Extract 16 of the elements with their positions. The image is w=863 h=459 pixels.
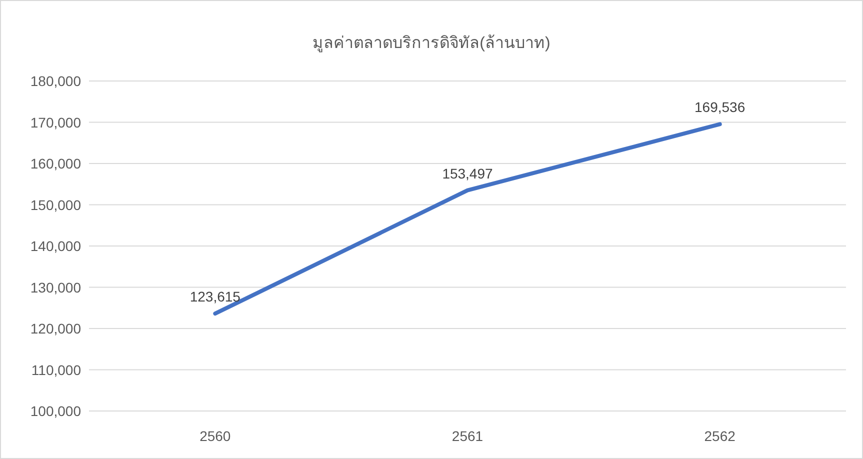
x-tick-label: 2560 xyxy=(200,428,231,444)
y-tick-label: 110,000 xyxy=(31,362,82,378)
chart-title: มูลค่าตลาดบริการดิจิทัล(ล้านบาท) xyxy=(312,34,550,53)
x-tick-label: 2562 xyxy=(704,428,736,444)
y-tick-label: 140,000 xyxy=(30,238,82,254)
y-tick-label: 100,000 xyxy=(30,403,82,419)
data-label: 123,615 xyxy=(190,288,241,305)
y-tick-label: 150,000 xyxy=(30,196,82,213)
y-tick-label: 170,000 xyxy=(30,114,82,130)
y-tick-label: 130,000 xyxy=(30,279,82,296)
data-label: 169,536 xyxy=(694,99,746,116)
y-tick-label: 120,000 xyxy=(30,320,82,336)
y-tick-label: 180,000 xyxy=(30,73,82,89)
y-tick-label: 160,000 xyxy=(30,156,82,172)
x-tick-label: 2561 xyxy=(452,428,484,444)
data-label: 153,497 xyxy=(442,165,494,182)
